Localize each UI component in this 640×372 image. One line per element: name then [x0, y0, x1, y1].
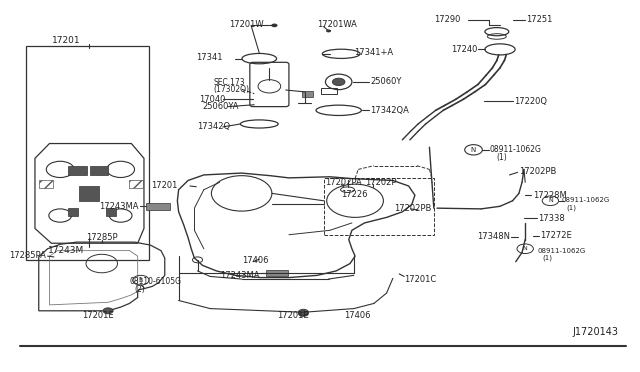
Bar: [266, 270, 287, 276]
Text: 17201E: 17201E: [82, 311, 114, 320]
Text: 17201C: 17201C: [404, 275, 436, 283]
Text: 17201: 17201: [52, 36, 81, 45]
Text: (1): (1): [567, 205, 577, 211]
Text: 08110-6105G: 08110-6105G: [129, 278, 182, 286]
Text: 17285PA: 17285PA: [10, 251, 46, 260]
Bar: [301, 91, 313, 97]
Text: 17406: 17406: [344, 311, 370, 320]
Text: 08911-1062G: 08911-1062G: [538, 248, 586, 254]
Text: (1): (1): [497, 153, 508, 162]
Text: 17243MA: 17243MA: [220, 271, 259, 280]
Text: 17202P: 17202P: [365, 178, 397, 187]
Bar: [146, 203, 170, 210]
Text: 17338: 17338: [538, 214, 564, 223]
Text: 17342QA: 17342QA: [370, 106, 409, 115]
Circle shape: [326, 29, 331, 32]
Text: (2): (2): [134, 285, 145, 294]
Text: 17342Q: 17342Q: [198, 122, 230, 131]
Circle shape: [271, 23, 278, 27]
Text: 17348N: 17348N: [477, 232, 510, 241]
Text: N: N: [523, 246, 527, 251]
Bar: [39, 180, 52, 188]
Text: 08911-1062G: 08911-1062G: [489, 145, 541, 154]
Text: 17406: 17406: [242, 256, 268, 265]
Bar: [90, 166, 108, 175]
Bar: [321, 88, 337, 94]
Text: 17040: 17040: [199, 95, 225, 104]
Text: 17220Q: 17220Q: [514, 97, 547, 106]
Circle shape: [298, 310, 308, 316]
Text: 25060Y: 25060Y: [370, 77, 401, 86]
Text: 08911-1062G: 08911-1062G: [562, 197, 610, 203]
Text: 17201: 17201: [151, 182, 177, 190]
Text: N: N: [548, 198, 553, 203]
Bar: [129, 180, 143, 188]
Text: 17202PB: 17202PB: [394, 203, 431, 213]
Text: 17251: 17251: [527, 15, 553, 23]
Text: 17202PB: 17202PB: [519, 167, 556, 176]
Bar: [68, 166, 87, 175]
Text: (17302Q): (17302Q): [213, 85, 250, 94]
Bar: [324, 177, 434, 235]
Text: 17290: 17290: [435, 15, 461, 23]
Text: 17240: 17240: [451, 45, 477, 54]
Text: 17201E: 17201E: [278, 311, 309, 320]
Text: 17202PA: 17202PA: [325, 178, 362, 187]
Text: 17201WA: 17201WA: [317, 20, 357, 29]
Circle shape: [332, 78, 345, 86]
Text: 17272E: 17272E: [540, 231, 572, 240]
Text: 17341+A: 17341+A: [354, 48, 393, 57]
Text: N: N: [470, 147, 476, 153]
Circle shape: [103, 308, 113, 314]
Bar: [26, 46, 149, 260]
Text: 17243MA: 17243MA: [99, 202, 138, 211]
Text: 25060YA: 25060YA: [203, 102, 239, 111]
Text: 17341: 17341: [196, 53, 223, 62]
Text: 17285P: 17285P: [86, 233, 118, 242]
Bar: [68, 208, 78, 215]
Text: 17228M: 17228M: [532, 191, 566, 200]
Text: SEC.173: SEC.173: [213, 78, 245, 87]
Text: 17226: 17226: [341, 190, 368, 199]
Text: 17201W: 17201W: [229, 20, 264, 29]
Text: 17243M: 17243M: [49, 246, 84, 255]
Bar: [106, 208, 116, 215]
Text: J1720143: J1720143: [572, 327, 618, 337]
Text: (1): (1): [543, 255, 553, 261]
Bar: [79, 186, 99, 201]
Text: B: B: [139, 278, 143, 283]
